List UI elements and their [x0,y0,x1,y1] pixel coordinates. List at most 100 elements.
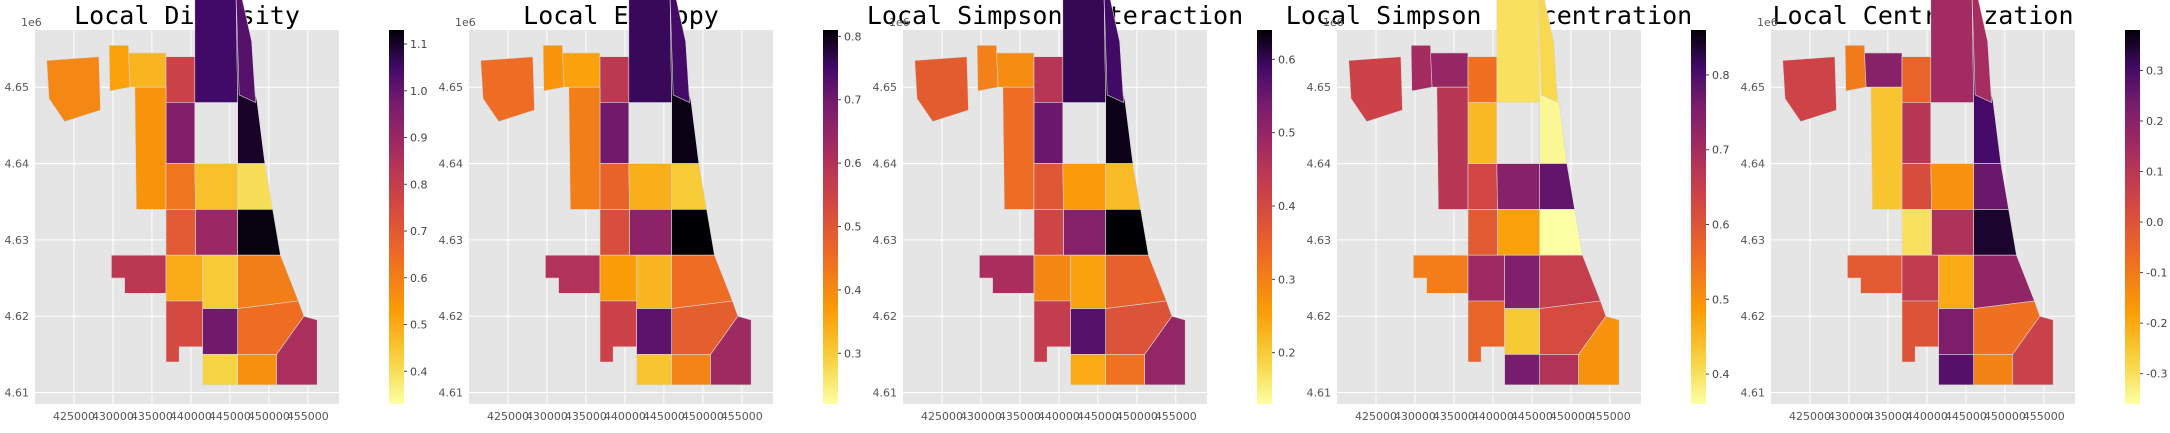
x-tick-label: 450000 [1984,410,2026,423]
colorbar [389,30,404,404]
district-region [1504,308,1540,355]
x-tick-label: 455000 [1155,410,1197,423]
y-offset-label: 1e6 [889,16,910,29]
colorbar-tick-label: 0.4 [844,284,862,297]
y-tick-label: 4.61 [1307,387,1332,400]
x-tick-label: 425000 [53,410,95,423]
colorbar-tick-label: 0.5 [1278,127,1296,140]
district-region [1497,209,1540,256]
district-region [1938,354,1974,386]
district-region [128,52,167,88]
y-tick-label: 4.61 [5,387,30,400]
district-region [1467,254,1505,302]
chart-panel: Local Centralization42500043000043500044… [1741,0,2167,423]
district-region [1938,308,1974,355]
y-tick-label: 4.63 [5,234,30,247]
district-region [1062,0,1107,103]
district-region [1430,52,1469,88]
x-tick-label: 435000 [1867,410,1909,423]
x-tick-label: 440000 [1906,410,1948,423]
x-tick-label: 455000 [287,410,329,423]
district-region [1105,354,1145,386]
x-tick-label: 450000 [682,410,724,423]
district-region [669,0,690,103]
colorbar-tick-label: 0.2 [2146,115,2164,128]
colorbar-tick-label: 1.0 [410,85,428,98]
district-region [1930,0,1975,103]
x-tick-label: 430000 [960,410,1002,423]
chart-title: Local Simpson Concentration [1286,1,1692,30]
x-tick-label: 435000 [131,410,173,423]
chart-title: Local Diversity [74,1,300,30]
district-region [599,56,630,103]
y-tick-label: 4.64 [1307,158,1332,171]
x-tick-label: 440000 [604,410,646,423]
colorbar-tick-label: -0.3 [2146,368,2167,381]
x-tick-label: 445000 [643,410,685,423]
district-region [1070,354,1106,386]
y-tick-label: 4.63 [1307,234,1332,247]
colorbar-tick-label: 0.6 [844,157,862,170]
y-tick-label: 4.64 [439,158,464,171]
y-tick-label: 4.62 [439,310,464,323]
district-region [235,0,256,103]
colorbar-tick-label: 0.1 [2146,166,2164,179]
district-region [165,300,203,363]
y-tick-label: 4.62 [873,310,898,323]
district-region [1033,300,1071,363]
district-region [165,163,196,210]
x-tick-label: 445000 [1945,410,1987,423]
x-tick-label: 445000 [209,410,251,423]
district-region [202,354,238,386]
x-tick-label: 450000 [1116,410,1158,423]
colorbar-tick-label: 0.3 [844,347,862,360]
colorbar [823,30,838,404]
district-region [1870,86,1903,210]
district-region [1938,254,1974,309]
district-region [237,209,281,256]
district-region [1901,56,1932,103]
x-tick-label: 430000 [526,410,568,423]
y-tick-label: 4.61 [873,387,898,400]
colorbar-tick-label: 0.4 [410,365,428,378]
district-region [1782,56,1837,122]
colorbar-tick-label: 0.7 [1712,144,1730,157]
y-tick-label: 4.64 [1741,158,1766,171]
district-region [165,56,196,103]
y-tick-label: 4.62 [1307,310,1332,323]
colorbar-tick-label: 0.0 [2146,216,2164,229]
district-region [1539,209,1583,256]
district-region [1002,86,1035,210]
district-region [599,209,630,256]
x-tick-label: 425000 [921,410,963,423]
y-tick-label: 4.63 [1741,234,1766,247]
colorbar-tick-label: 0.3 [2146,64,2164,77]
chart-panel: Local Diversity4250004300004350004400004… [5,0,428,423]
district-region [1504,354,1540,386]
colorbar-tick-label: -0.1 [2146,267,2167,280]
x-tick-label: 445000 [1511,410,1553,423]
colorbar-tick-label: 0.6 [1712,218,1730,231]
y-tick-label: 4.61 [1741,387,1766,400]
y-tick-label: 4.65 [1307,81,1332,94]
district-region [2012,315,2054,386]
district-region [165,254,203,302]
district-region [202,308,238,355]
x-tick-label: 455000 [721,410,763,423]
colorbar-tick-label: 0.4 [1712,368,1730,381]
colorbar-tick-label: 0.8 [1712,69,1730,82]
district-region [480,56,535,122]
district-region [636,254,673,309]
district-region [1070,308,1106,355]
district-region [1062,163,1106,210]
colorbar-tick-label: -0.2 [2146,317,2167,330]
chart-panel: Local Entropy 425000430000435000440000445… [439,0,862,423]
district-region [628,0,673,103]
district-region [671,209,715,256]
district-region [194,163,238,210]
district-region [1901,254,1939,302]
x-tick-label: 440000 [1038,410,1080,423]
x-tick-label: 450000 [1550,410,1592,423]
district-region [202,254,238,309]
